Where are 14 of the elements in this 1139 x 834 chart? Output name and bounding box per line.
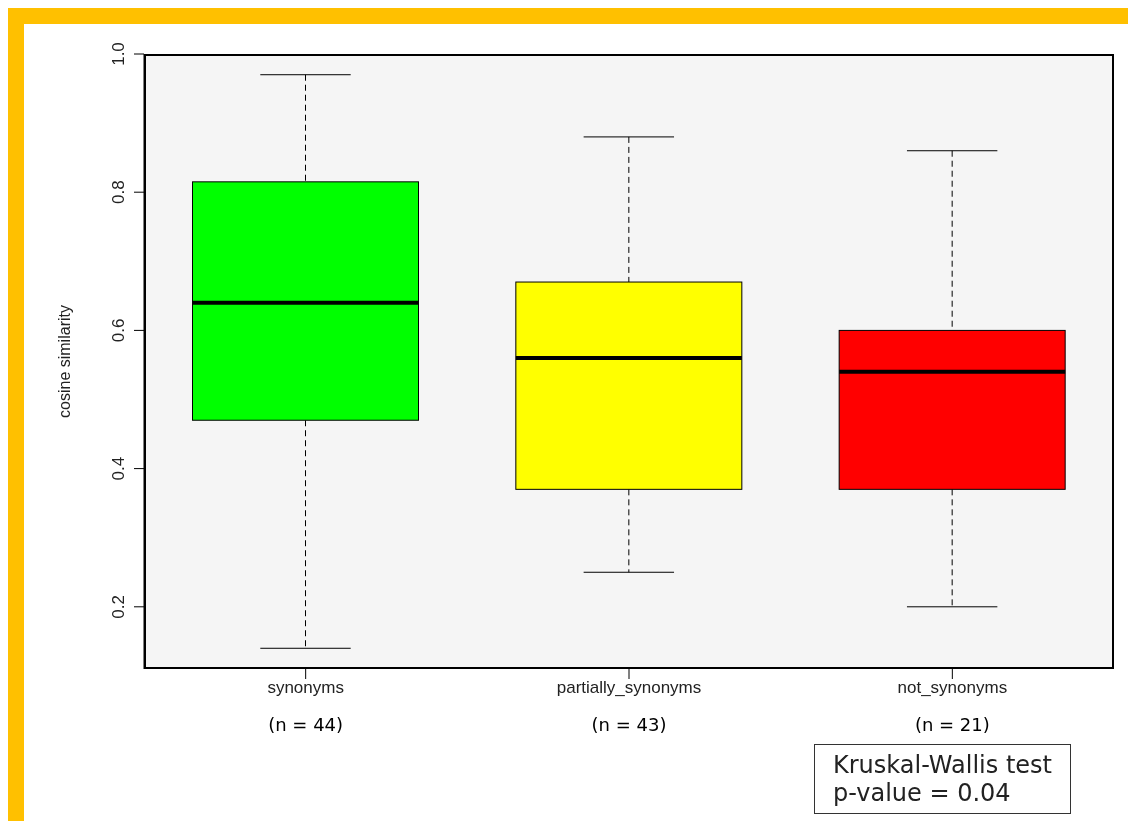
- y-tick-label: 0.2: [109, 594, 128, 619]
- x-tick-label: partially_synonyms: [556, 678, 702, 698]
- text: p-value = 0.04: [833, 779, 1012, 807]
- text: (n = 44): [267, 714, 345, 735]
- x-tick-label: synonyms: [267, 678, 344, 698]
- text: (n = 21): [913, 714, 991, 735]
- y-tick-label: 1.0: [109, 42, 128, 66]
- x-tick-label: not_synonyms: [897, 678, 1008, 698]
- y-tick-label: 0.4: [109, 456, 128, 481]
- text: (n = 43): [590, 714, 668, 735]
- y-axis-title: cosine similarity: [55, 305, 73, 418]
- y-tick-label: 0.8: [109, 180, 128, 205]
- text: Kruskal-Wallis test: [833, 751, 1052, 779]
- y-tick-label: 0.6: [109, 318, 128, 343]
